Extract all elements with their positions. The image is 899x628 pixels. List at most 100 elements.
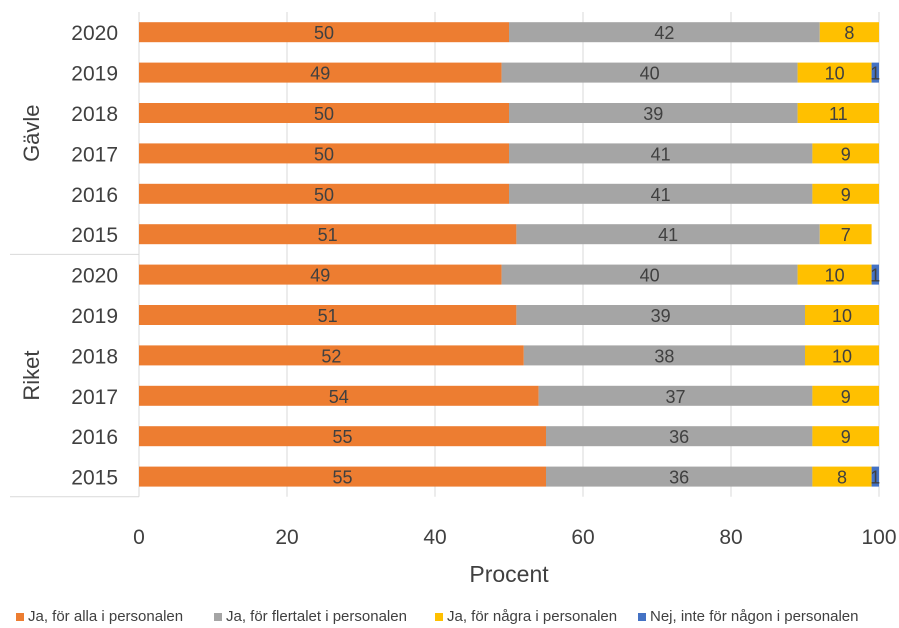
bar-segment [139,426,546,447]
bar-segment [139,22,509,43]
legend-swatch [638,613,646,621]
data-label: 10 [825,266,845,286]
data-label: 40 [640,64,660,84]
bar-segment [139,143,509,164]
data-label: 42 [654,23,674,43]
data-label: 9 [841,427,851,447]
bar-segment [812,385,879,406]
bar-segment [509,183,813,204]
bar-segment [812,426,879,447]
x-tick-label: 40 [423,526,446,549]
data-label: 50 [314,144,334,164]
bar-segment [538,385,813,406]
y-tick-label: 2015 [71,467,118,490]
bar-segment [805,305,879,325]
data-label: 49 [310,64,330,84]
x-tick-label: 100 [861,526,896,549]
data-label: 50 [314,23,334,43]
data-label: 54 [329,387,349,407]
bar-segment [797,103,879,123]
x-axis-ticks: 0 20 40 60 80 100 [133,526,896,549]
bar-segment [523,345,805,366]
bar-segment [139,385,539,406]
data-label: 50 [314,104,334,124]
data-label: 1 [870,468,880,488]
bar-segment [509,143,813,164]
bar-segment [871,466,879,487]
bar-segment [871,62,879,83]
data-label: 11 [829,104,848,124]
bar-segment [546,466,813,487]
data-label: 36 [669,468,689,488]
bar-segment [805,345,879,366]
data-label: 55 [332,427,352,447]
data-label: 55 [332,468,352,488]
x-tick-label: 0 [133,526,145,549]
y-tick-label: 2017 [71,386,118,409]
data-label: 41 [658,225,678,245]
bar-segment [139,264,502,285]
data-label: 39 [651,306,671,326]
group-label: Riket [19,351,44,401]
group-label: Gävle [19,104,44,161]
y-tick-label: 2018 [71,345,118,368]
y-tick-label: 2016 [71,184,118,207]
data-label: 36 [669,427,689,447]
bar-segment [812,466,872,487]
bar-segment [139,103,509,123]
y-tick-label: 2020 [71,265,118,288]
bar-segment [501,62,798,83]
data-label: 10 [832,306,852,326]
bar-segment [139,466,546,487]
bar-segment [797,62,872,83]
data-label: 51 [318,225,338,245]
legend-label: Nej, inte för någon i personalen [650,608,858,625]
y-tick-label: 2017 [71,143,118,166]
y-tick-label: 2019 [71,305,118,328]
data-label: 41 [651,185,671,205]
legend-label: Ja, för flertalet i personalen [226,608,407,625]
x-tick-label: 60 [571,526,594,549]
bar-segment [516,224,820,245]
data-label: 41 [651,144,671,164]
legend-swatch [16,613,24,621]
bar-segment [501,264,798,285]
legend-label: Ja, för alla i personalen [28,608,183,625]
y-tick-label: 2015 [71,224,118,247]
bar-segment [819,224,872,245]
data-label: 9 [841,185,851,205]
data-label: 40 [640,266,660,286]
bar-segment [139,224,517,245]
bar-segment [797,264,872,285]
data-label: 9 [841,144,851,164]
x-tick-label: 80 [719,526,742,549]
bar-segment [139,305,517,325]
data-label: 52 [321,346,341,366]
bar-segment [509,103,798,123]
data-label: 37 [665,387,685,407]
data-label: 1 [870,266,880,286]
data-label: 10 [825,64,845,84]
data-label: 7 [841,225,851,245]
bar-segment [546,426,813,447]
bar-segment [139,62,502,83]
bar-segment [812,143,879,164]
bar-segment [139,183,509,204]
legend-label: Ja, för några i personalen [447,608,617,625]
x-axis-title: Procent [469,561,549,587]
data-label: 38 [654,346,674,366]
gridlines [138,12,880,497]
y-tick-label: 2020 [71,22,118,45]
data-label: 51 [318,306,338,326]
data-label: 9 [841,387,851,407]
bar-segment [819,22,879,43]
data-label: 1 [870,64,880,84]
legend: Ja, för alla i personalen Ja, för flertal… [16,608,858,625]
data-label: 8 [837,468,847,488]
y-tick-label: 2018 [71,103,118,126]
data-label: 10 [832,346,852,366]
data-label: 50 [314,185,334,205]
data-label: 39 [643,104,663,124]
bar-segment [812,183,879,204]
data-label: 49 [310,266,330,286]
